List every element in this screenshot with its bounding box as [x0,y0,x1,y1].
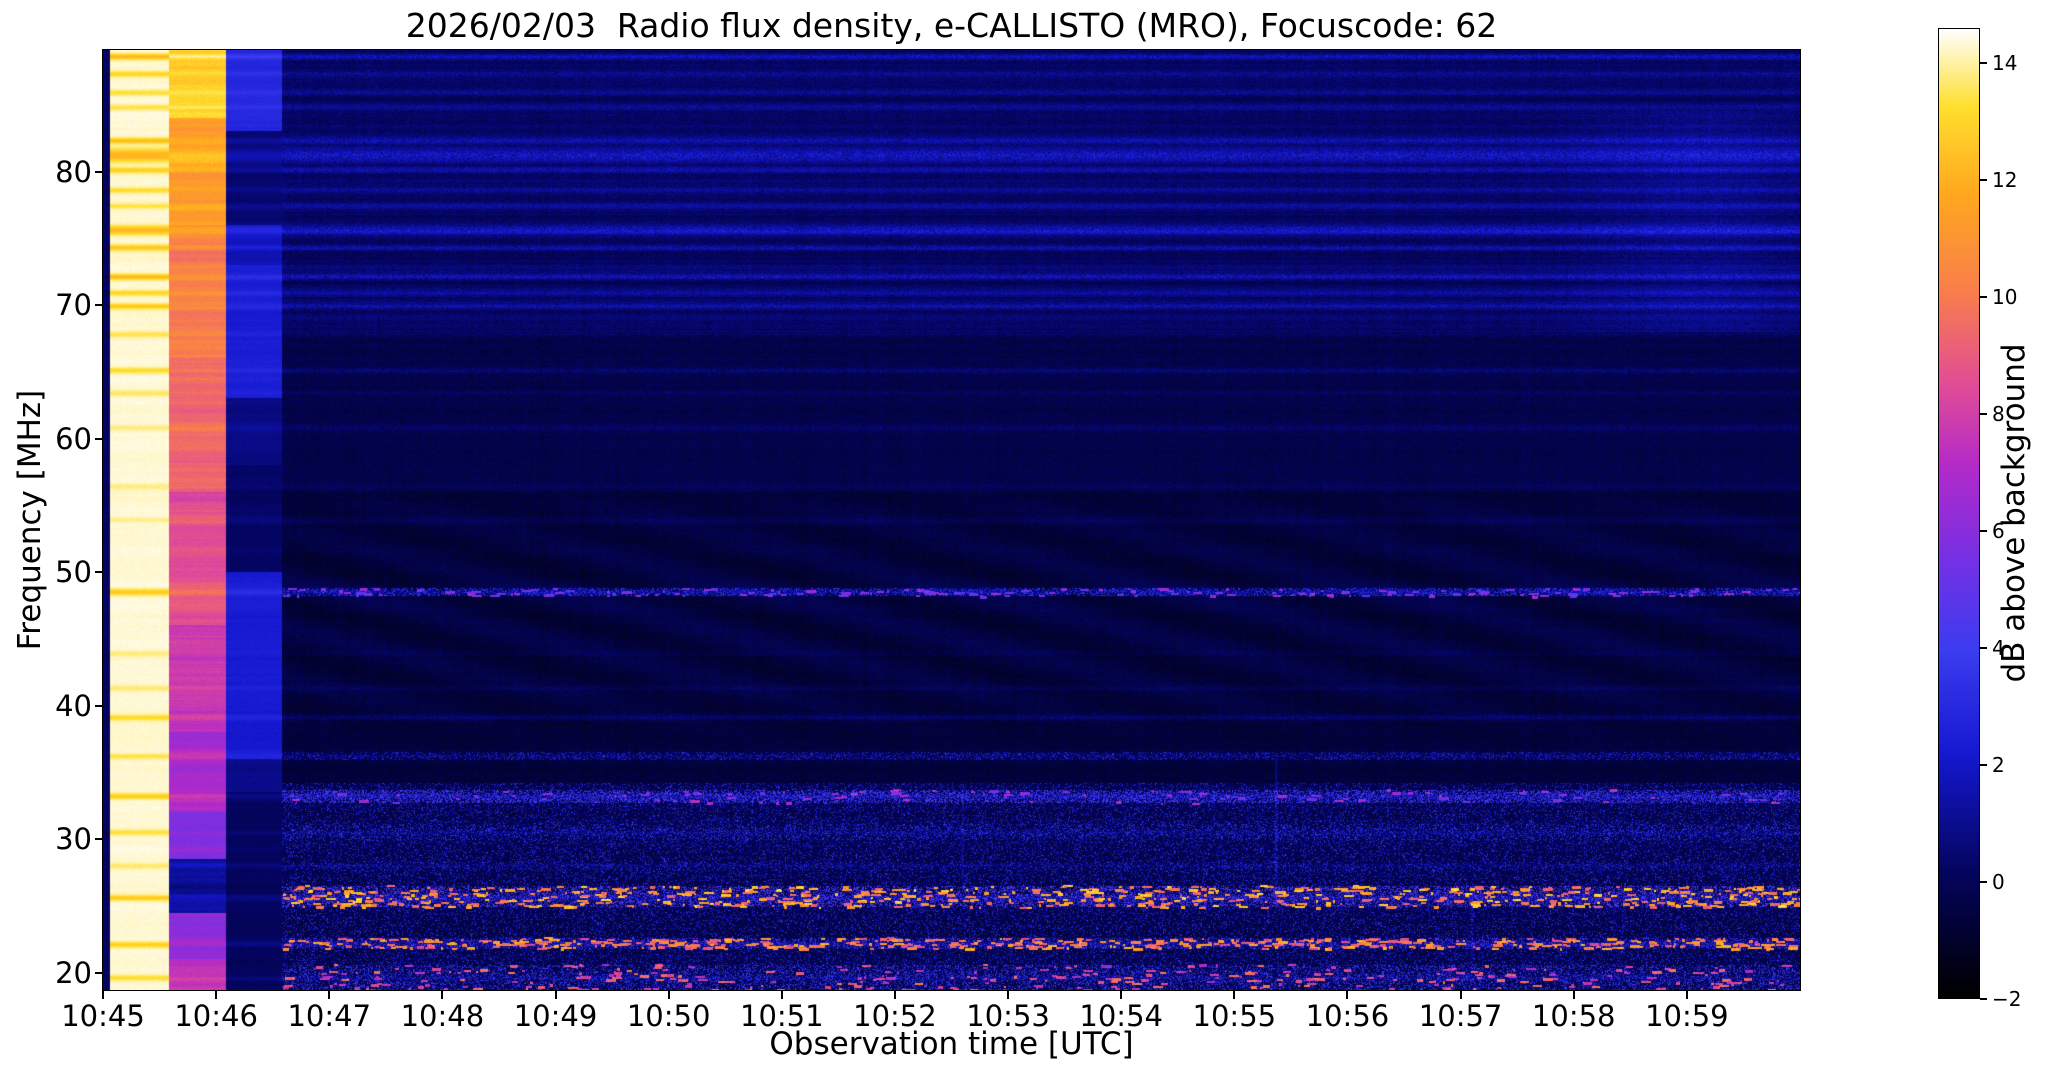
x-tick-label: 10:56 [1305,999,1390,1033]
x-tick-label: 10:46 [174,999,258,1033]
x-tick-mark [328,991,331,999]
colorbar-tick-mark [1980,179,1987,182]
x-tick-mark [1007,991,1010,999]
colorbar-tick-label: 14 [1992,51,2018,76]
x-tick-mark [215,991,218,999]
x-tick-label: 10:45 [61,999,145,1033]
x-tick-label: 10:57 [1418,999,1503,1033]
colorbar-tick-label: 0 [1992,870,2005,894]
colorbar-tick-mark [1980,62,1987,65]
x-tick-label: 10:59 [1645,999,1729,1033]
x-tick-mark [441,991,444,999]
x-tick-label: 10:47 [287,999,372,1033]
x-tick-mark [1233,991,1236,999]
colorbar-tick-label: 8 [1992,402,2005,427]
x-tick-mark [1120,991,1123,999]
y-tick-label: 70 [55,288,92,323]
colorbar [1938,28,1980,999]
x-tick-label: 10:49 [513,999,598,1033]
y-tick-mark [95,304,103,307]
colorbar-tick-label: −2 [1992,987,2022,1011]
x-tick-mark [1685,991,1688,999]
x-tick-label: 10:51 [740,999,824,1033]
colorbar-tick-mark [1980,998,1987,1000]
x-tick-mark [1346,991,1349,999]
y-tick-mark [95,437,103,440]
colorbar-label: dB above background [1996,343,2032,683]
y-tick-mark [95,571,103,574]
colorbar-tick-mark [1980,764,1987,767]
chart-title: 2026/02/03 Radio flux density, e-CALLIST… [405,6,1498,45]
x-tick-mark [554,991,557,999]
x-tick-mark [1459,991,1462,999]
x-tick-mark [780,991,783,999]
y-tick-mark [95,704,103,707]
y-tick-label: 50 [55,555,92,590]
colorbar-tick-mark [1980,647,1987,650]
y-tick-label: 40 [55,688,92,723]
x-tick-label: 10:48 [400,999,485,1033]
colorbar-tick-mark [1980,530,1987,533]
y-tick-mark [95,838,103,841]
colorbar-tick-mark [1980,296,1987,299]
colorbar-tick-label: 2 [1992,753,2005,778]
x-axis-label: Observation time [UTC] [769,1026,1134,1062]
x-tick-mark [667,991,670,999]
colorbar-tick-mark [1980,881,1987,883]
colorbar-gradient [1939,29,1979,998]
x-tick-label: 10:50 [626,999,711,1033]
colorbar-tick-label: 12 [1992,168,2018,193]
x-tick-label: 10:58 [1531,999,1616,1033]
x-tick-mark [102,991,104,999]
colorbar-tick-label: 10 [1992,285,2018,310]
y-tick-label: 60 [55,421,92,456]
y-tick-mark [95,170,103,173]
x-tick-label: 10:54 [1079,999,1163,1033]
y-tick-label: 80 [55,154,92,189]
x-tick-label: 10:55 [1192,999,1277,1033]
x-tick-label: 10:52 [853,999,937,1033]
colorbar-tick-label: 6 [1992,519,2005,544]
y-tick-mark [95,971,103,974]
spectrogram-heatmap [102,49,1801,991]
colorbar-tick-label: 4 [1992,636,2005,661]
x-tick-mark [1572,991,1575,999]
y-tick-label: 20 [55,955,92,990]
colorbar-tick-mark [1980,413,1987,416]
x-tick-label: 10:53 [966,999,1050,1033]
x-tick-mark [893,991,896,999]
y-tick-label: 30 [55,822,92,857]
